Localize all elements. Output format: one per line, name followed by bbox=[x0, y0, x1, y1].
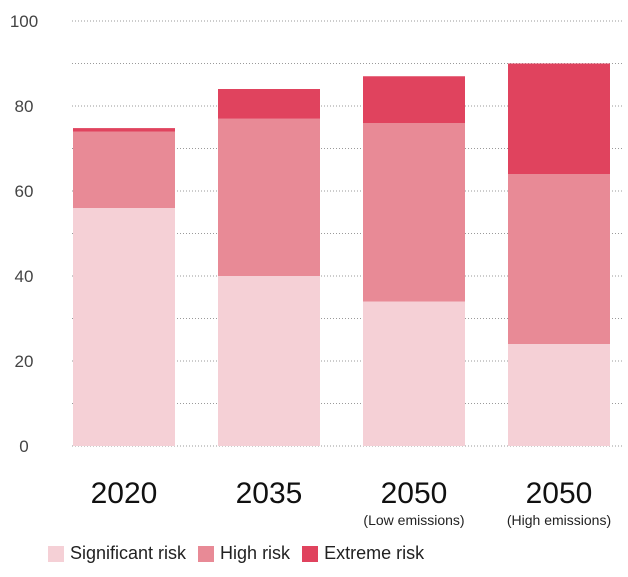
bars bbox=[73, 63, 610, 446]
y-tick-label: 0 bbox=[19, 437, 28, 456]
x-tick-label: 2020 bbox=[91, 477, 158, 510]
bar-segment-extreme bbox=[508, 63, 610, 174]
x-axis-labels: 2020 2035 2050 (Low emissions) 2050 (High emi… bbox=[91, 477, 612, 528]
x-tick-label: 2035 bbox=[236, 477, 303, 510]
bar-segment-significant bbox=[73, 208, 175, 446]
legend-swatch-significant bbox=[48, 545, 64, 562]
x-tick-sublabel: (High emissions) bbox=[507, 512, 611, 528]
legend-label-high: High risk bbox=[220, 543, 291, 563]
y-axis-ticks: 0 20 40 60 80 100 bbox=[10, 12, 38, 456]
legend: Significant risk High risk Extreme risk bbox=[48, 543, 436, 564]
bar-segment-high bbox=[218, 118, 320, 276]
legend-label-extreme: Extreme risk bbox=[324, 543, 425, 563]
bar-segment-high bbox=[508, 174, 610, 344]
legend-label-significant: Significant risk bbox=[70, 543, 187, 563]
bar-segment-extreme bbox=[363, 76, 465, 123]
y-tick-label: 40 bbox=[15, 267, 34, 286]
bar-segment-high bbox=[73, 131, 175, 208]
bar-segment-significant bbox=[508, 344, 610, 446]
legend-swatch-high bbox=[198, 545, 215, 562]
y-tick-label: 60 bbox=[15, 182, 34, 201]
bar-segment-high bbox=[363, 123, 465, 302]
legend-item-significant: Significant risk bbox=[48, 543, 186, 564]
bar-segment-significant bbox=[363, 301, 465, 446]
x-tick-sublabel: (Low emissions) bbox=[363, 512, 464, 528]
legend-swatch-extreme bbox=[302, 545, 319, 562]
bar-segment-significant bbox=[218, 276, 320, 446]
legend-item-high: High risk bbox=[198, 543, 290, 564]
bar-segment-extreme bbox=[218, 89, 320, 119]
x-tick-label: 2050 bbox=[381, 477, 448, 510]
y-tick-label: 20 bbox=[15, 352, 34, 371]
y-tick-label: 80 bbox=[15, 97, 34, 116]
x-tick-label: 2050 bbox=[526, 477, 593, 510]
bar-segment-extreme bbox=[73, 128, 175, 132]
y-tick-label: 100 bbox=[10, 12, 38, 31]
legend-item-extreme: Extreme risk bbox=[302, 543, 424, 564]
